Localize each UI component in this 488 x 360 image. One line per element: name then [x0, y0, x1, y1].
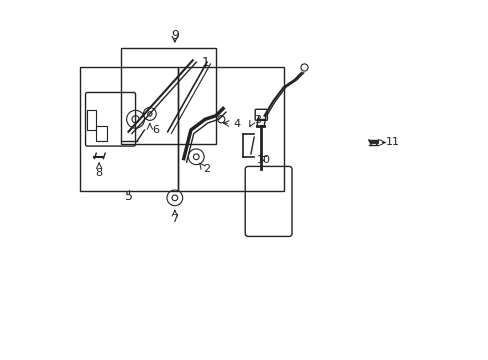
Text: 2: 2: [203, 163, 209, 174]
Text: 11: 11: [385, 138, 399, 148]
Text: 10: 10: [257, 156, 270, 165]
Text: 6: 6: [152, 125, 159, 135]
Bar: [96, 126, 107, 141]
Bar: [87, 111, 96, 130]
Text: 8: 8: [95, 168, 102, 178]
Text: 7: 7: [171, 214, 178, 224]
Text: 5: 5: [125, 190, 133, 203]
Bar: [121, 48, 216, 144]
Bar: [80, 67, 178, 191]
Text: 9: 9: [170, 29, 179, 42]
Text: 4: 4: [233, 118, 240, 129]
Bar: [178, 67, 283, 191]
Text: 3: 3: [254, 115, 261, 125]
Text: 1: 1: [201, 55, 209, 69]
